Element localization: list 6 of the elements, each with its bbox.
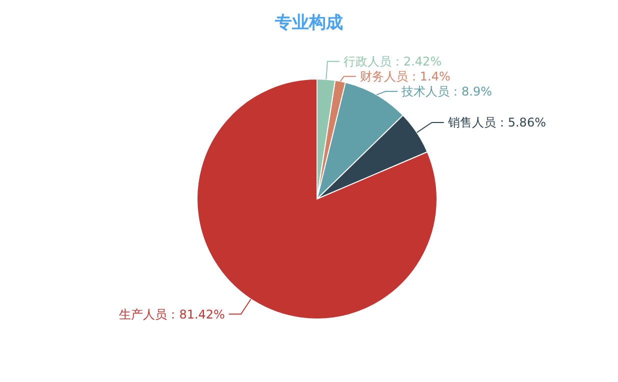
slice-label: 销售人员：5.86% [446,116,546,130]
slice-label: 财务人员：1.4% [360,70,450,84]
slice-label: 生产人员：81.42% [119,307,225,322]
slice-label: 行政人员：2.42% [343,54,442,69]
chart-title: 专业构成 [274,13,343,33]
slice-label: 技术人员：8.9% [400,84,492,99]
